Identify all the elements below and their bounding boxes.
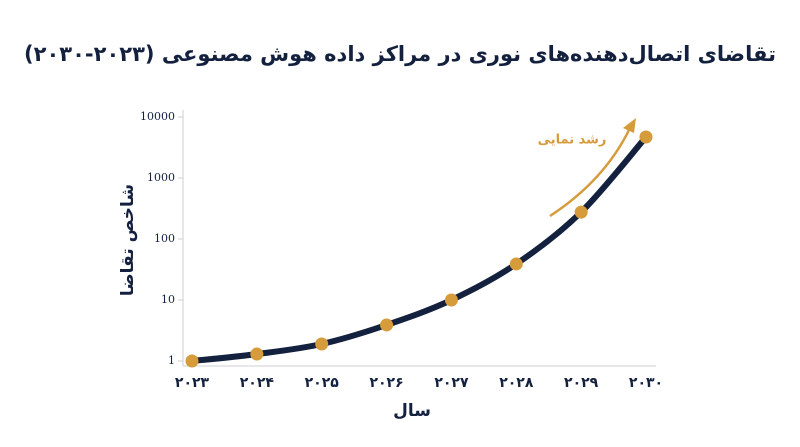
- y-tick-label: 100: [154, 232, 175, 245]
- marker: [574, 205, 588, 219]
- x-tick-label: ۲۰۲۴: [240, 375, 275, 391]
- x-tick-label: ۲۰۲۷: [434, 375, 469, 391]
- line: [189, 134, 649, 364]
- marker: [315, 337, 329, 351]
- annotation-arrow: [549, 127, 632, 218]
- annotation: رشد نمایی: [538, 133, 607, 148]
- y-tick-label: 10: [161, 293, 175, 306]
- x-tick-label: ۲۰۲۶: [369, 375, 403, 391]
- marker: [250, 347, 264, 361]
- marker: [639, 130, 653, 144]
- marker: [444, 293, 458, 307]
- y-tick-label: 10000: [140, 110, 175, 123]
- x-tick-label: ۲۰۲۵: [305, 375, 340, 391]
- y-axis-label: شاخص تقاضا: [118, 184, 138, 296]
- x-axis-label: سال: [393, 401, 431, 421]
- x-tick-label: ۲۰۲۹: [564, 375, 599, 391]
- y-tick-label: 1: [168, 354, 175, 367]
- marker: [509, 257, 523, 271]
- y-tick-label: 1000: [147, 171, 175, 184]
- chart-title: تقاضای اتصال‌دهنده‌های نوری در مراکز داد…: [24, 42, 776, 66]
- x-tick-label: ۲۰۲۳: [175, 375, 210, 391]
- x-tick-label: ۲۰۲۸: [499, 375, 534, 391]
- x-tick-label: ۲۰۳۰: [629, 375, 663, 391]
- marker: [380, 318, 394, 332]
- marker: [185, 354, 199, 368]
- annotation-arrowhead: [623, 118, 636, 133]
